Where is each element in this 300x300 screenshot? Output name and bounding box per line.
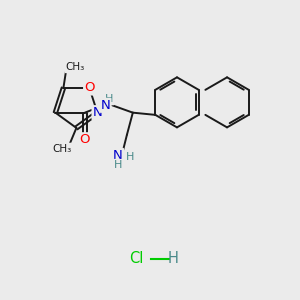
Text: O: O	[84, 82, 94, 94]
Text: H: H	[126, 152, 134, 162]
Text: O: O	[80, 133, 90, 146]
Text: N: N	[113, 149, 123, 162]
Text: N: N	[100, 99, 110, 112]
Text: Cl: Cl	[130, 251, 144, 266]
Text: CH₃: CH₃	[52, 143, 71, 154]
Text: H: H	[168, 251, 179, 266]
Text: H: H	[114, 160, 122, 170]
Text: CH₃: CH₃	[66, 62, 85, 72]
Text: N: N	[92, 106, 102, 119]
Text: H: H	[105, 94, 113, 104]
